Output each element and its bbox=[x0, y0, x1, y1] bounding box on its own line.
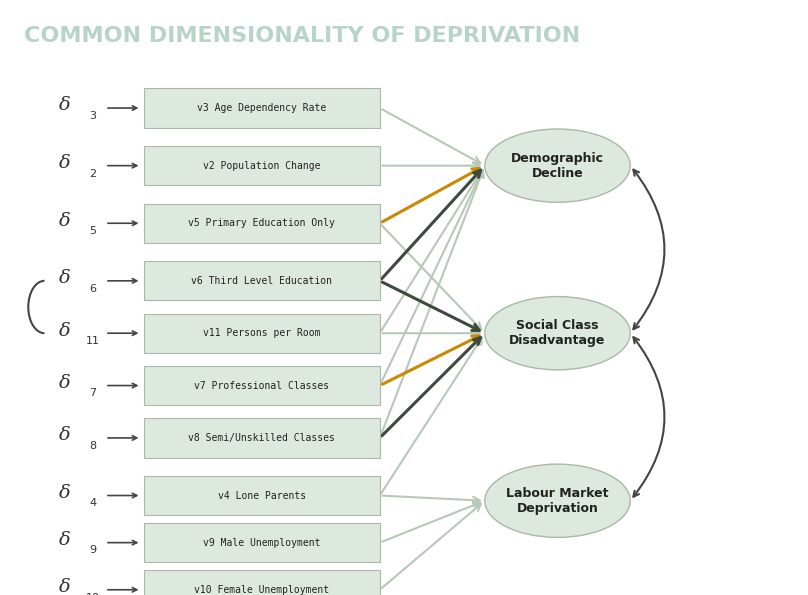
FancyBboxPatch shape bbox=[144, 570, 380, 595]
FancyBboxPatch shape bbox=[144, 366, 380, 405]
Text: v11 Persons per Room: v11 Persons per Room bbox=[203, 328, 321, 338]
Text: δ: δ bbox=[59, 484, 70, 502]
Text: v5 Primary Education Only: v5 Primary Education Only bbox=[188, 218, 335, 228]
Text: 6: 6 bbox=[90, 284, 96, 294]
Text: 11: 11 bbox=[86, 336, 100, 346]
Text: 3: 3 bbox=[90, 111, 96, 121]
Text: v10 Female Unemployment: v10 Female Unemployment bbox=[194, 585, 330, 595]
Text: v7 Professional Classes: v7 Professional Classes bbox=[194, 381, 330, 390]
Text: δ: δ bbox=[59, 212, 70, 230]
Ellipse shape bbox=[485, 464, 630, 537]
Text: δ: δ bbox=[59, 531, 70, 549]
Text: Demographic
Decline: Demographic Decline bbox=[511, 152, 604, 180]
Text: δ: δ bbox=[59, 154, 70, 172]
Text: δ: δ bbox=[59, 321, 70, 340]
Text: v4 Lone Parents: v4 Lone Parents bbox=[217, 490, 306, 500]
Text: δ: δ bbox=[59, 269, 70, 287]
Text: 4: 4 bbox=[90, 499, 96, 508]
Text: δ: δ bbox=[59, 578, 70, 595]
Ellipse shape bbox=[485, 296, 630, 370]
Text: δ: δ bbox=[59, 426, 70, 444]
Text: COMMON DIMENSIONALITY OF DEPRIVATION: COMMON DIMENSIONALITY OF DEPRIVATION bbox=[24, 26, 580, 46]
FancyBboxPatch shape bbox=[144, 418, 380, 458]
Text: v9 Male Unemployment: v9 Male Unemployment bbox=[203, 538, 321, 547]
FancyBboxPatch shape bbox=[144, 314, 380, 353]
FancyBboxPatch shape bbox=[144, 476, 380, 515]
Text: v3 Age Dependency Rate: v3 Age Dependency Rate bbox=[197, 103, 326, 113]
Text: 10: 10 bbox=[86, 593, 100, 595]
Text: 9: 9 bbox=[90, 546, 96, 556]
Text: 7: 7 bbox=[90, 389, 96, 399]
Text: v8 Semi/Unskilled Classes: v8 Semi/Unskilled Classes bbox=[188, 433, 335, 443]
FancyBboxPatch shape bbox=[144, 89, 380, 128]
Text: 2: 2 bbox=[90, 168, 96, 178]
Text: th: th bbox=[760, 32, 800, 68]
Ellipse shape bbox=[485, 129, 630, 202]
Text: δ: δ bbox=[59, 96, 70, 114]
FancyBboxPatch shape bbox=[144, 523, 380, 562]
Text: Labour Market
Deprivation: Labour Market Deprivation bbox=[507, 487, 608, 515]
Text: 8: 8 bbox=[90, 441, 96, 451]
Text: v2 Population Change: v2 Population Change bbox=[203, 161, 321, 171]
FancyBboxPatch shape bbox=[144, 261, 380, 300]
FancyBboxPatch shape bbox=[144, 203, 380, 243]
Text: Social Class
Disadvantage: Social Class Disadvantage bbox=[509, 319, 606, 347]
Text: v6 Third Level Education: v6 Third Level Education bbox=[191, 276, 332, 286]
Text: δ: δ bbox=[59, 374, 70, 392]
Text: 5: 5 bbox=[90, 226, 96, 236]
FancyBboxPatch shape bbox=[144, 146, 380, 185]
